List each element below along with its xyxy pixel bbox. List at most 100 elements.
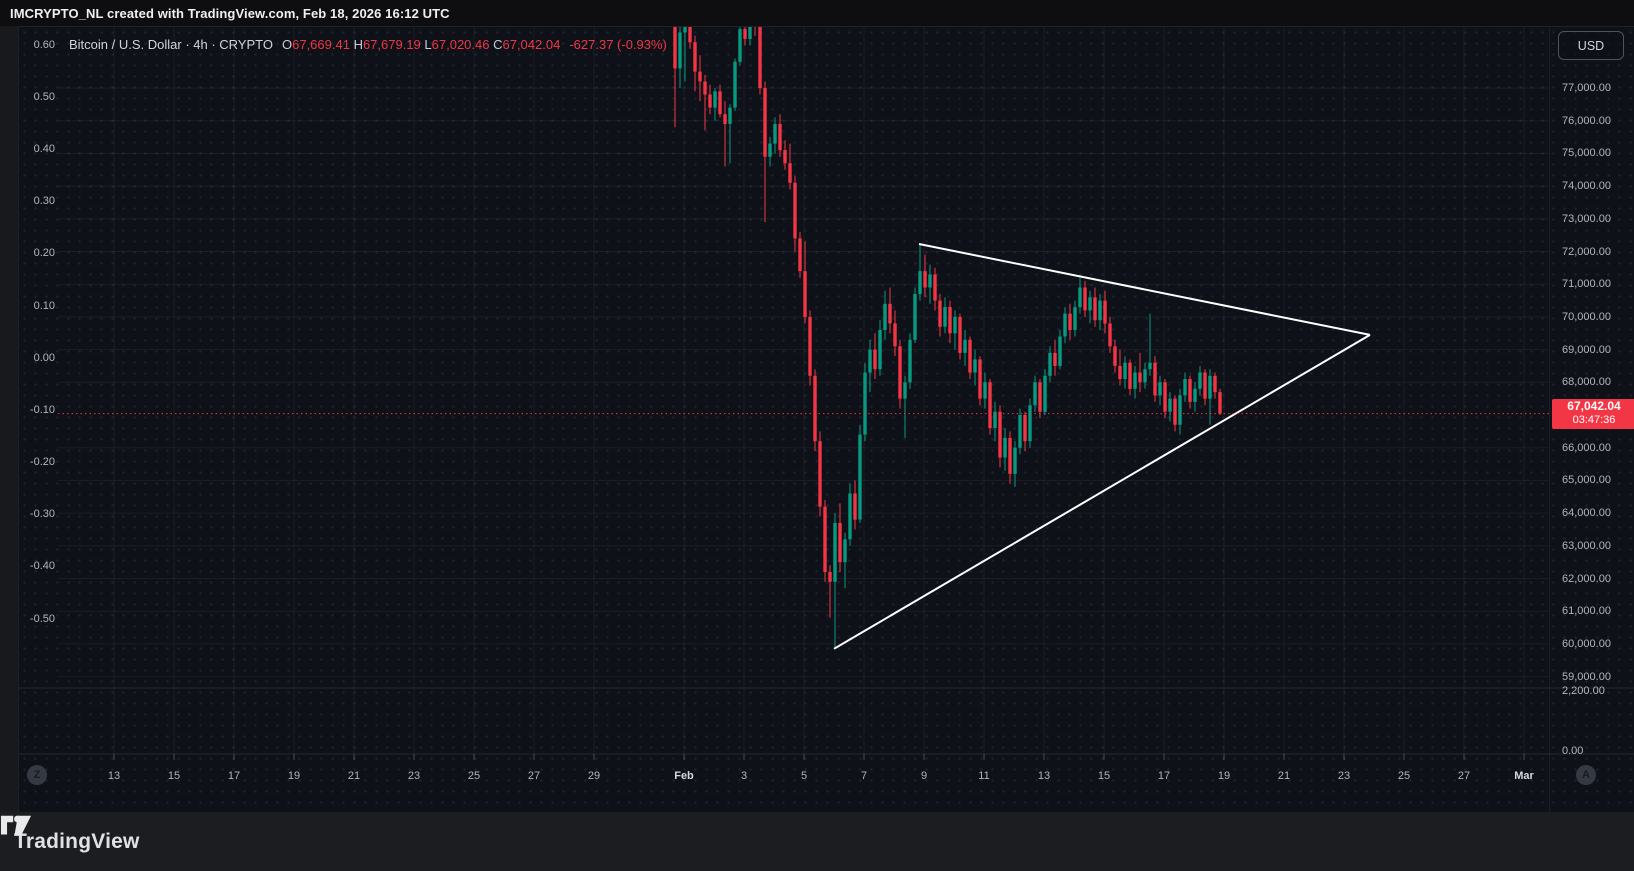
candle-body [1098, 300, 1102, 321]
time-axis-tick-label: Mar [1514, 770, 1534, 782]
right-axis-tick-label: 74,000.00 [1562, 180, 1611, 193]
left-axis-tick-label: 0.40 [33, 143, 55, 155]
right-price-scale[interactable]: USD 67,042.04 03:47:36 77,000.00 76,000.0… [1549, 27, 1634, 813]
right-axis-tick-label: 63,000.00 [1562, 539, 1611, 552]
candle-body [953, 316, 957, 334]
symbol-legend: Bitcoin / U.S. Dollar · 4h · CRYPTO O67,… [69, 37, 667, 52]
right-axis-tick-label: 62,000.00 [1562, 572, 1611, 585]
candle-body [1048, 352, 1052, 376]
right-axis-tick-label: 73,000.00 [1562, 212, 1611, 225]
time-axis-z-button[interactable]: Z [27, 765, 47, 785]
candle-body [828, 572, 832, 582]
candle-body [958, 316, 962, 353]
candle-body [1028, 405, 1032, 442]
candle-body [918, 271, 922, 294]
candle-body [1008, 437, 1012, 474]
candle-body [973, 359, 977, 373]
time-axis-tick-label: 19 [1217, 770, 1231, 782]
time-axis[interactable]: Z A 13 15 17 19 21 23 25 27 29 Feb 3 5 7 9 11 13 15 17 19 2… [19, 754, 1634, 813]
tradingview-logo-icon [0, 815, 32, 835]
tradingview-logo-text: TradingView [14, 829, 140, 853]
time-axis-tick-label: 5 [800, 770, 808, 782]
chart-area[interactable]: Bitcoin / U.S. Dollar · 4h · CRYPTO O67,… [18, 26, 1634, 813]
candle-body [1078, 287, 1082, 308]
right-axis-tick-label: 72,000.00 [1562, 245, 1611, 258]
ohlc-key: H [353, 37, 363, 52]
candle-body [928, 274, 932, 288]
right-axis-tick-label: 61,000.00 [1562, 605, 1611, 618]
candle-body [1203, 372, 1207, 399]
candle-body [833, 522, 837, 582]
candle-body [683, 27, 687, 33]
candle-body [998, 411, 1002, 458]
candle-body [988, 382, 992, 429]
candle-body [1013, 447, 1017, 474]
candle-body [1158, 382, 1162, 396]
candle-body [1063, 313, 1067, 337]
candle-body [853, 493, 857, 520]
left-axis-tick-label: 0.30 [33, 195, 55, 207]
candle-body [923, 271, 927, 288]
left-price-scale[interactable]: 0.60 0.50 0.40 0.30 0.20 0.10 0.00 -0.10 -0.20 -0… [19, 27, 55, 754]
right-axis-tick-label: 64,000.00 [1562, 507, 1611, 520]
candle-body [858, 434, 862, 520]
candle-body [758, 27, 762, 88]
candles-group [673, 27, 1222, 648]
candle-body [783, 150, 787, 164]
currency-toggle-button[interactable]: USD [1558, 31, 1624, 60]
candle-body [1018, 415, 1022, 448]
candle-body [748, 27, 752, 39]
time-axis-tick-label: 29 [587, 770, 601, 782]
symbol-title[interactable]: Bitcoin / U.S. Dollar · 4h · CRYPTO [69, 37, 273, 52]
right-axis-tick-label: 70,000.00 [1562, 310, 1611, 323]
left-axis-tick-label: 0.20 [33, 247, 55, 259]
time-axis-tick-label: 17 [227, 770, 241, 782]
candle-body [1163, 382, 1167, 412]
candle-body [1088, 297, 1092, 311]
candle-body [1178, 395, 1182, 425]
candle-body [838, 522, 842, 563]
candle-body [993, 411, 997, 428]
time-axis-a-button[interactable]: A [1576, 765, 1596, 785]
candle-body [898, 346, 902, 399]
tradingview-brand[interactable]: TradingView [0, 815, 140, 854]
time-axis-tick-label: 25 [467, 770, 481, 782]
candle-body [823, 506, 827, 572]
candle-body [1043, 375, 1047, 412]
left-axis-tick-label: 0.60 [33, 39, 55, 51]
left-axis-tick-label: -0.50 [29, 613, 55, 625]
right-axis-tick-label: 59,000.00 [1562, 670, 1611, 683]
last-price-label: 67,042.04 03:47:36 [1552, 398, 1634, 429]
candle-body [1153, 362, 1157, 396]
candle-body [933, 274, 937, 301]
time-axis-tick-label: 13 [107, 770, 121, 782]
time-axis-tick-label: 15 [1097, 770, 1111, 782]
candlestick-plot[interactable] [19, 27, 1634, 813]
candle-body [713, 91, 717, 108]
right-axis-tick-label: 75,000.00 [1562, 147, 1611, 160]
ohlc-values: O67,669.41 H67,679.19 L67,020.46 C67,042… [282, 37, 560, 52]
time-axis-tick-label: 11 [978, 770, 990, 782]
time-axis-tick-label: 13 [1037, 770, 1051, 782]
right-axis-tick-label: 60,000.00 [1562, 637, 1611, 650]
time-axis-tick-label: 27 [1457, 770, 1471, 782]
candle-body [938, 300, 942, 327]
ohlc-key: C [493, 37, 503, 52]
right-axis-tick-label: 65,000.00 [1562, 474, 1611, 487]
candle-body [1093, 297, 1097, 321]
candle-body [968, 339, 972, 373]
left-axis-tick-label: -0.30 [29, 508, 55, 520]
candle-body [708, 94, 712, 108]
ohlc-value: 67,679.19 [362, 37, 425, 52]
candle-body [1113, 346, 1117, 366]
candle-body [688, 27, 692, 43]
candle-body [1108, 323, 1112, 347]
candle-body [868, 349, 872, 373]
time-axis-tick-label: 21 [1277, 770, 1291, 782]
candle-body [848, 493, 852, 540]
candle-body [1038, 382, 1042, 412]
candle-body [818, 441, 822, 507]
candle-body [678, 32, 682, 69]
ohlc-value: 67,020.46 [431, 37, 494, 52]
candle-body [913, 294, 917, 340]
